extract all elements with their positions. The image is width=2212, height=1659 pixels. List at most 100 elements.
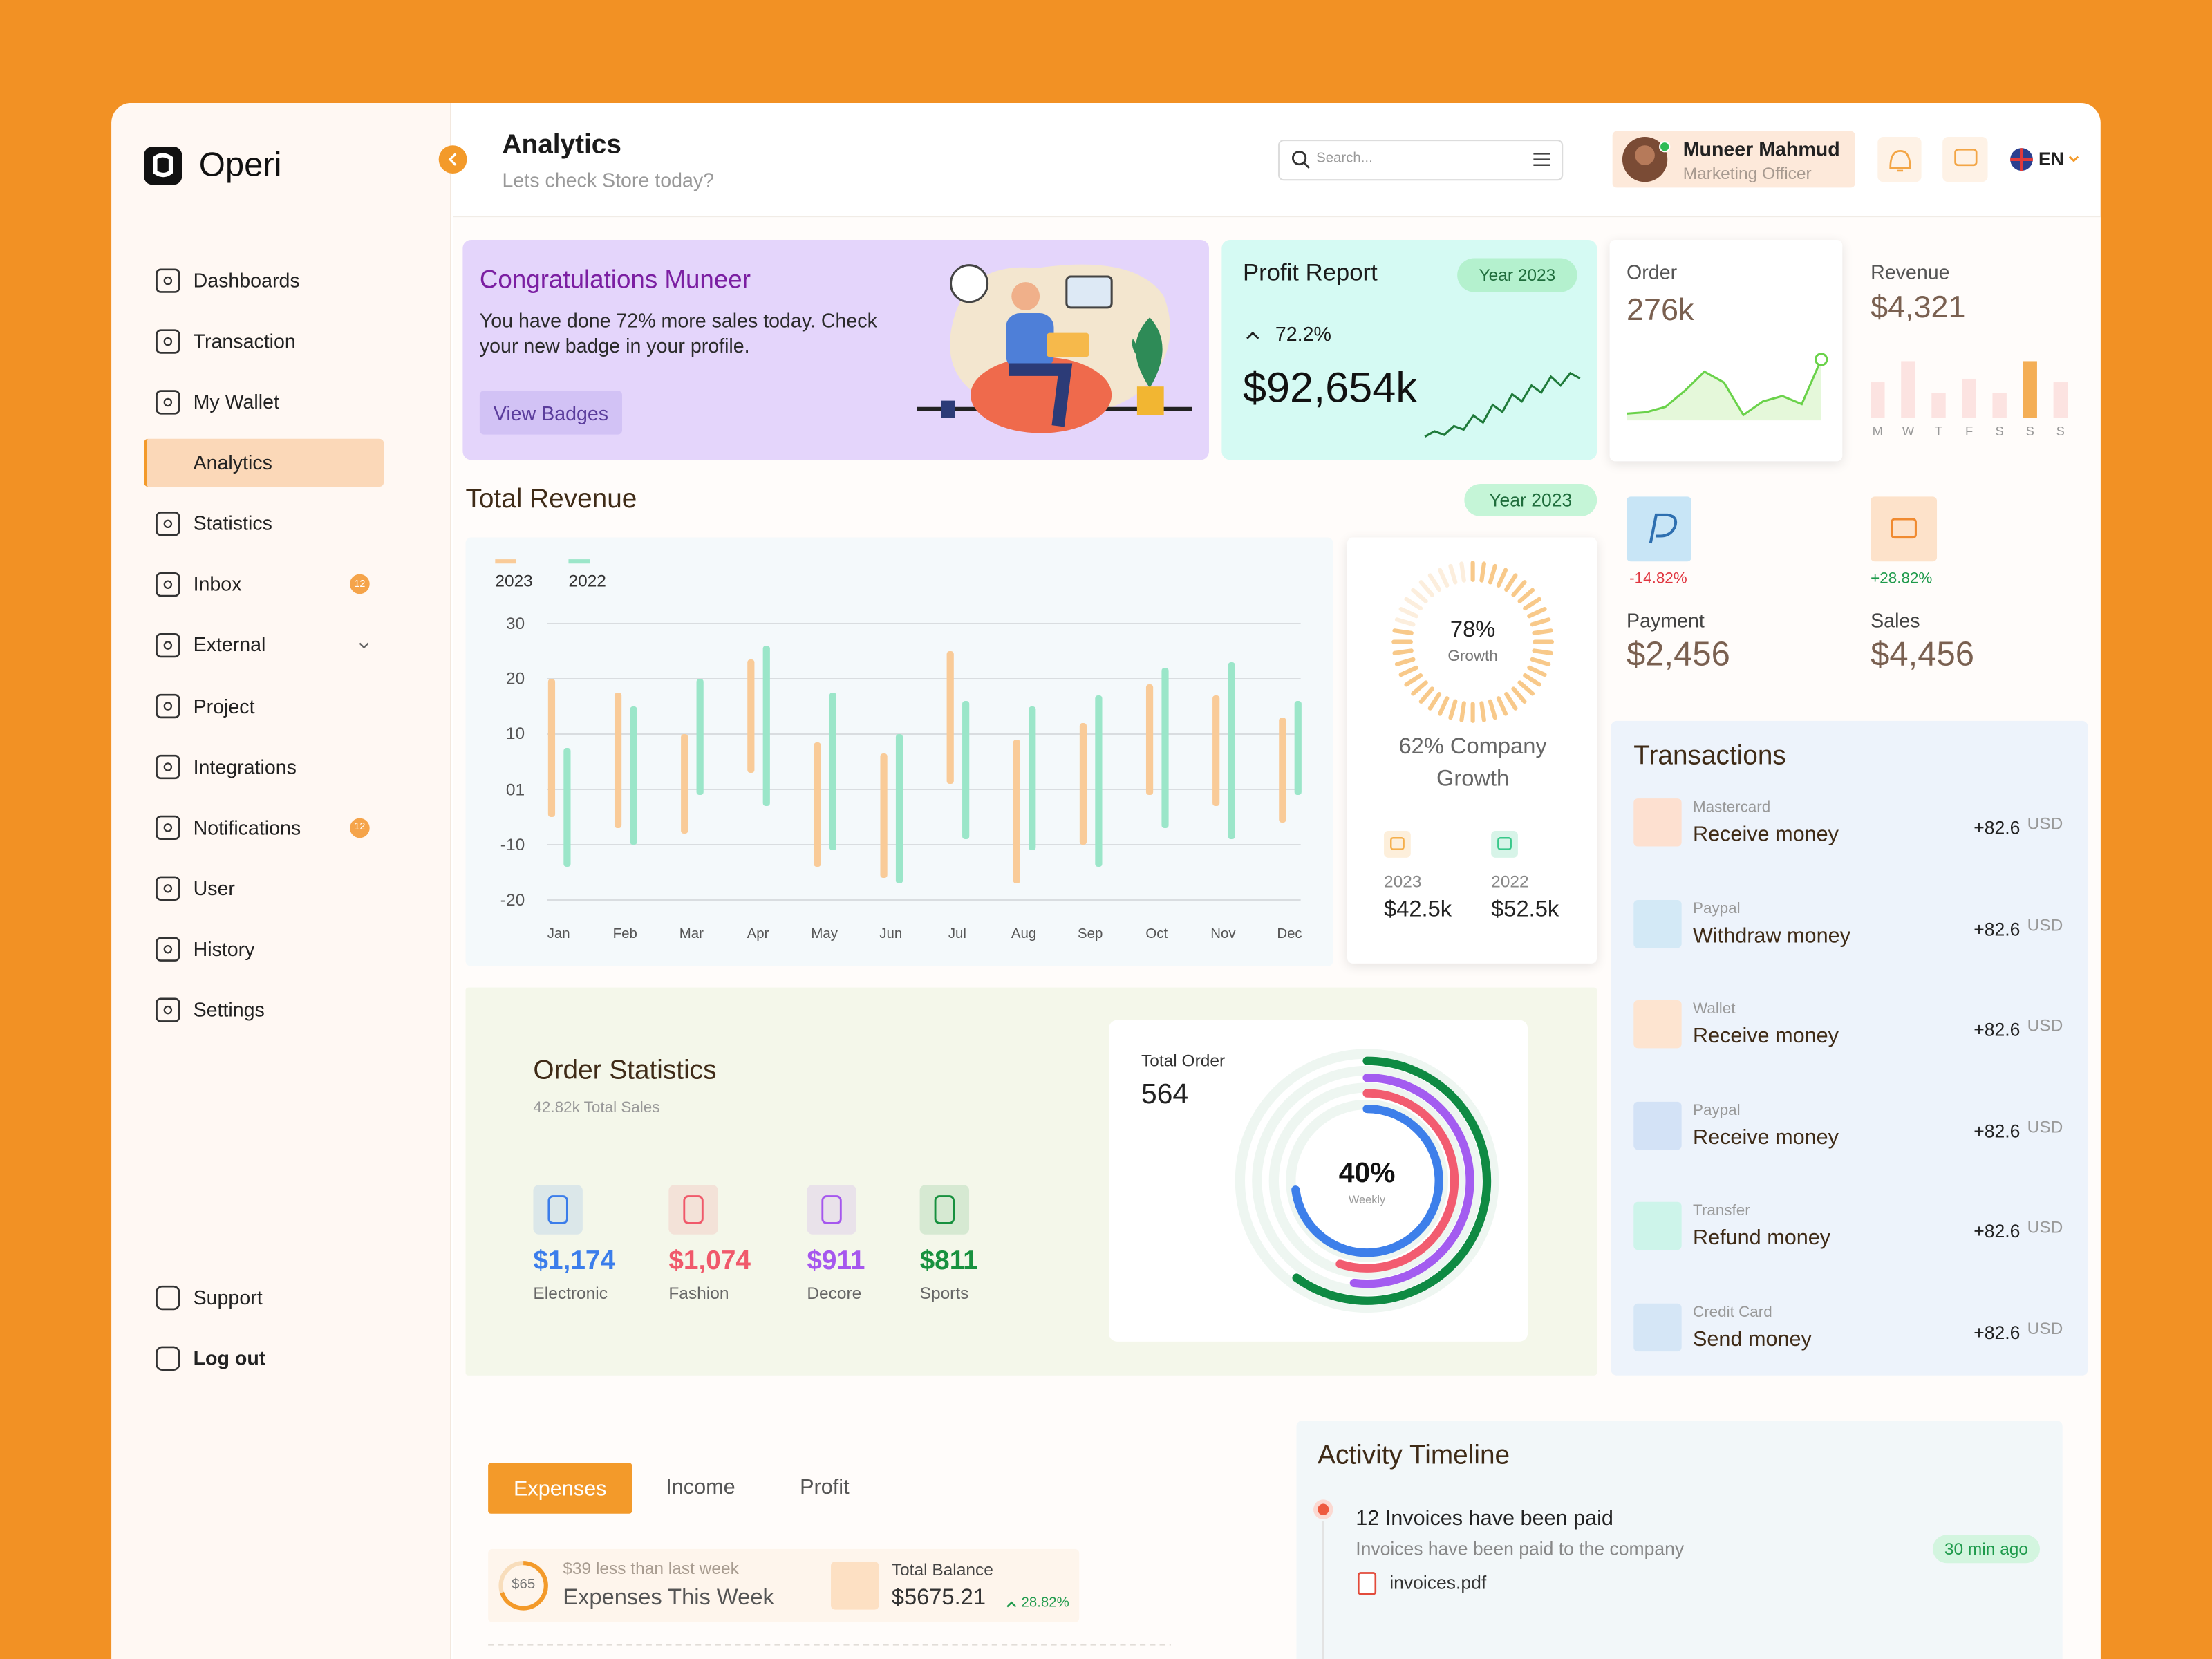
activity-file[interactable]: invoices.pdf — [1389, 1571, 1487, 1593]
menu-icon — [156, 997, 180, 1022]
footer-item[interactable]: Support — [193, 1286, 263, 1309]
gauge-tick-filled — [1530, 657, 1551, 666]
menu-icon-dot — [163, 702, 173, 711]
menu-item[interactable]: Project — [193, 694, 255, 718]
menu-icon-dot — [163, 337, 173, 346]
gauge-tick-filled — [1496, 696, 1508, 716]
transaction-icon — [1633, 1202, 1682, 1250]
bar — [1161, 668, 1169, 829]
transaction-label[interactable]: Send money — [1692, 1327, 1812, 1352]
pdf-icon — [1357, 1572, 1377, 1595]
mug — [941, 400, 955, 418]
menu-item[interactable]: Integrations — [193, 755, 297, 778]
transaction-label[interactable]: Refund money — [1692, 1226, 1831, 1250]
transaction-icon — [1633, 899, 1682, 948]
ring-track — [1268, 1082, 1465, 1279]
profit-value: $92,654k — [1242, 365, 1417, 412]
tab[interactable]: Profit — [800, 1475, 850, 1500]
legend-label: 2022 — [568, 571, 606, 591]
total-order-value: 564 — [1141, 1079, 1189, 1111]
x-tick-label: Mar — [679, 926, 704, 943]
bar — [630, 706, 637, 845]
logo-glyph — [153, 153, 173, 178]
bar — [880, 753, 888, 879]
message-button[interactable] — [1942, 136, 1988, 182]
bar — [1212, 695, 1220, 807]
revenue-day: F — [1965, 424, 1974, 438]
menu-item[interactable]: History — [193, 937, 255, 960]
menu-item[interactable]: Notifications — [193, 816, 301, 838]
bar — [747, 659, 755, 774]
menu-item[interactable]: Transaction — [193, 329, 296, 353]
menu-item[interactable]: Statistics — [193, 512, 272, 535]
category-icon-glyph — [821, 1195, 842, 1224]
expense-note: $39 less than last week — [563, 1558, 739, 1579]
collapse-chevron — [448, 153, 457, 166]
growth-icon — [1384, 831, 1411, 858]
menu-item[interactable]: Analytics — [193, 451, 272, 474]
menu-badge: 12 — [350, 818, 370, 838]
chat-bubble-2 — [1065, 275, 1113, 309]
transaction-amount: +82.6 — [1974, 1322, 2021, 1344]
growth-amount: $52.5k — [1491, 897, 1559, 922]
payment-label: Payment — [1627, 608, 1705, 632]
chart-badge: Year 2023 — [1464, 483, 1597, 516]
brand: Operi — [198, 146, 282, 185]
search-placeholder[interactable]: Search... — [1316, 151, 1373, 167]
menu-item[interactable]: User — [193, 877, 235, 899]
tab[interactable]: Income — [666, 1475, 735, 1500]
notification-button[interactable] — [1877, 136, 1922, 182]
order-value: 276k — [1627, 292, 1694, 328]
search-box[interactable] — [1277, 140, 1564, 181]
gauge-caption: Growth — [1447, 648, 1498, 666]
menu-icon-dot — [163, 580, 173, 589]
total-order-label: Total Order — [1141, 1051, 1226, 1071]
transaction-unit: USD — [2027, 814, 2063, 834]
transaction-label[interactable]: Withdraw money — [1692, 923, 1850, 948]
x-tick-label: Apr — [747, 926, 769, 943]
menu-item[interactable]: Inbox — [193, 572, 242, 596]
transaction-label[interactable]: Receive money — [1692, 1024, 1839, 1049]
bar — [1145, 684, 1154, 796]
person-head — [1011, 282, 1040, 310]
view-badges-button[interactable]: View Badges — [479, 391, 622, 435]
transaction-amount: +82.6 — [1974, 1120, 2021, 1142]
menu-icon — [156, 693, 180, 719]
revenue-day: T — [1934, 424, 1943, 438]
language[interactable]: EN — [2038, 148, 2064, 170]
footer-item[interactable]: Log out — [193, 1347, 266, 1369]
menu-icon-dot — [163, 641, 173, 650]
gauge-tick — [1404, 597, 1423, 611]
transaction-unit: USD — [2027, 1116, 2063, 1137]
menu-icon — [156, 512, 180, 536]
gauge-tick-filled — [1392, 648, 1414, 655]
wallet-glyph — [1891, 518, 1917, 539]
category-label: Electronic — [533, 1283, 608, 1304]
tab-active[interactable]: Expenses — [488, 1463, 632, 1514]
revenue-value: $4,321 — [1871, 288, 1966, 324]
chart-title: Total Revenue — [465, 485, 637, 515]
laptop — [1047, 332, 1089, 357]
menu-icon — [156, 268, 180, 293]
bar — [547, 679, 556, 818]
payment-icon — [1627, 496, 1691, 562]
y-tick-label: -20 — [500, 890, 525, 910]
balance-value: $5675.21 — [891, 1586, 986, 1611]
transaction-label[interactable]: Receive money — [1692, 822, 1839, 847]
menu-icon — [156, 390, 180, 415]
transaction-unit: USD — [2027, 1217, 2063, 1238]
transaction-label[interactable]: Receive money — [1692, 1125, 1839, 1150]
menu-item[interactable]: My Wallet — [193, 390, 279, 413]
menu-item[interactable]: External — [193, 633, 266, 657]
gauge-tick — [1418, 580, 1434, 597]
bar — [1228, 662, 1235, 840]
bar — [1279, 718, 1286, 823]
menu-item[interactable]: Dashboards — [193, 268, 300, 292]
gauge-tick-filled — [1418, 686, 1434, 704]
order-card — [1609, 239, 1843, 462]
gauge-tick-filled — [1517, 588, 1535, 603]
menu-item[interactable]: Settings — [193, 997, 265, 1021]
revenue-day: W — [1902, 424, 1915, 438]
ring-track — [1252, 1065, 1482, 1296]
